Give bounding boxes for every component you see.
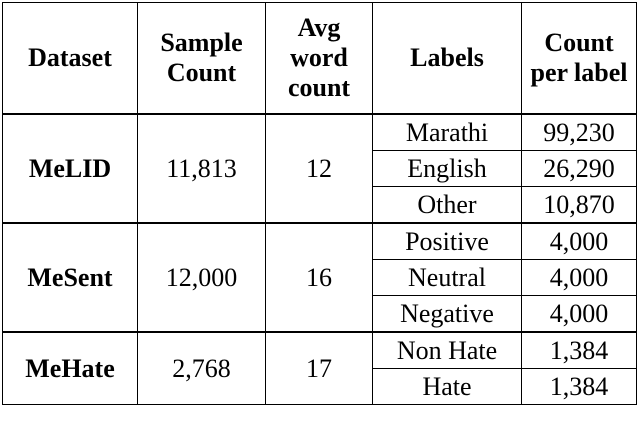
count-cell: 4,000 bbox=[521, 222, 637, 260]
dataset-cell: MeHate bbox=[2, 331, 138, 405]
header-cell: Count per label bbox=[521, 2, 637, 115]
sample-count-cell: 11,813 bbox=[137, 113, 266, 224]
label-cell: English bbox=[372, 150, 522, 187]
table-header: Dataset Sample Count Avg word count Labels C… bbox=[2, 2, 637, 115]
avg-word-count-cell: 17 bbox=[265, 331, 373, 405]
count-cell: 10,870 bbox=[521, 186, 637, 224]
sample-count-cell: 2,768 bbox=[137, 331, 266, 405]
table-row: Neutral 4,000 bbox=[3, 259, 637, 296]
header-row: Dataset Sample Count Avg word count Labels C… bbox=[2, 2, 637, 115]
label-cell: Non Hate bbox=[372, 331, 522, 369]
table-row: MeLID 11,813 12 Marathi 99,230 bbox=[2, 113, 637, 224]
label-cell: Positive bbox=[372, 222, 522, 260]
table-row: Hate 1,384 bbox=[3, 368, 637, 405]
avg-word-count-cell: 16 bbox=[265, 222, 373, 333]
table-row: MeHate 2,768 17 Non Hate 1,384 bbox=[2, 331, 637, 405]
header-cell: Dataset bbox=[2, 2, 138, 115]
header-cell: Sample Count bbox=[137, 2, 266, 115]
count-cell: 1,384 bbox=[521, 331, 637, 369]
dataset-cell: MeSent bbox=[2, 222, 138, 333]
label-cell: Neutral bbox=[372, 259, 522, 296]
statistics-table: Dataset Sample Count Avg word count Labels C… bbox=[2, 2, 637, 405]
label-cell: Hate bbox=[372, 368, 522, 405]
table-row: English 26,290 bbox=[3, 150, 637, 187]
count-cell: 26,290 bbox=[521, 150, 637, 187]
dataset-cell: MeLID bbox=[2, 113, 138, 224]
count-cell: 4,000 bbox=[521, 295, 637, 333]
count-cell: 99,230 bbox=[521, 113, 637, 151]
header-cell: Avg word count bbox=[265, 2, 373, 115]
header-cell: Labels bbox=[372, 2, 522, 115]
count-cell: 4,000 bbox=[521, 259, 637, 296]
label-cell: Other bbox=[372, 186, 522, 224]
count-cell: 1,384 bbox=[521, 368, 637, 405]
label-cell: Negative bbox=[372, 295, 522, 333]
label-cell: Marathi bbox=[372, 113, 522, 151]
table-row: MeSent 12,000 16 Positive 4,000 bbox=[2, 222, 637, 333]
table-body: MeLID 11,813 12 Marathi 99,230 English 26,290 O… bbox=[2, 113, 637, 405]
sample-count-cell: 12,000 bbox=[137, 222, 266, 333]
avg-word-count-cell: 12 bbox=[265, 113, 373, 224]
